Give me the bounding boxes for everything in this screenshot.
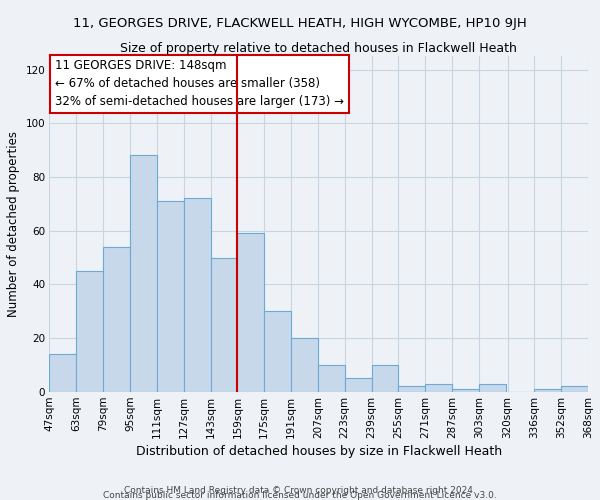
Y-axis label: Number of detached properties: Number of detached properties bbox=[7, 131, 20, 317]
Bar bbox=[211, 258, 238, 392]
Bar bbox=[238, 234, 264, 392]
Bar bbox=[49, 354, 76, 392]
Bar bbox=[103, 247, 130, 392]
Bar bbox=[371, 365, 398, 392]
Text: 11 GEORGES DRIVE: 148sqm
← 67% of detached houses are smaller (358)
32% of semi-: 11 GEORGES DRIVE: 148sqm ← 67% of detach… bbox=[55, 60, 344, 108]
Bar bbox=[535, 389, 561, 392]
Bar bbox=[291, 338, 318, 392]
Bar bbox=[318, 365, 345, 392]
Bar bbox=[561, 386, 588, 392]
Text: 11, GEORGES DRIVE, FLACKWELL HEATH, HIGH WYCOMBE, HP10 9JH: 11, GEORGES DRIVE, FLACKWELL HEATH, HIGH… bbox=[73, 18, 527, 30]
Bar bbox=[345, 378, 371, 392]
Bar bbox=[479, 384, 506, 392]
Bar bbox=[264, 311, 291, 392]
Text: Contains HM Land Registry data © Crown copyright and database right 2024.: Contains HM Land Registry data © Crown c… bbox=[124, 486, 476, 495]
Bar bbox=[425, 384, 452, 392]
Bar bbox=[157, 201, 184, 392]
Text: Contains public sector information licensed under the Open Government Licence v3: Contains public sector information licen… bbox=[103, 490, 497, 500]
Bar bbox=[398, 386, 425, 392]
Title: Size of property relative to detached houses in Flackwell Heath: Size of property relative to detached ho… bbox=[120, 42, 517, 55]
Bar bbox=[130, 156, 157, 392]
Bar bbox=[452, 389, 479, 392]
Bar bbox=[76, 271, 103, 392]
X-axis label: Distribution of detached houses by size in Flackwell Heath: Distribution of detached houses by size … bbox=[136, 445, 502, 458]
Bar bbox=[184, 198, 211, 392]
